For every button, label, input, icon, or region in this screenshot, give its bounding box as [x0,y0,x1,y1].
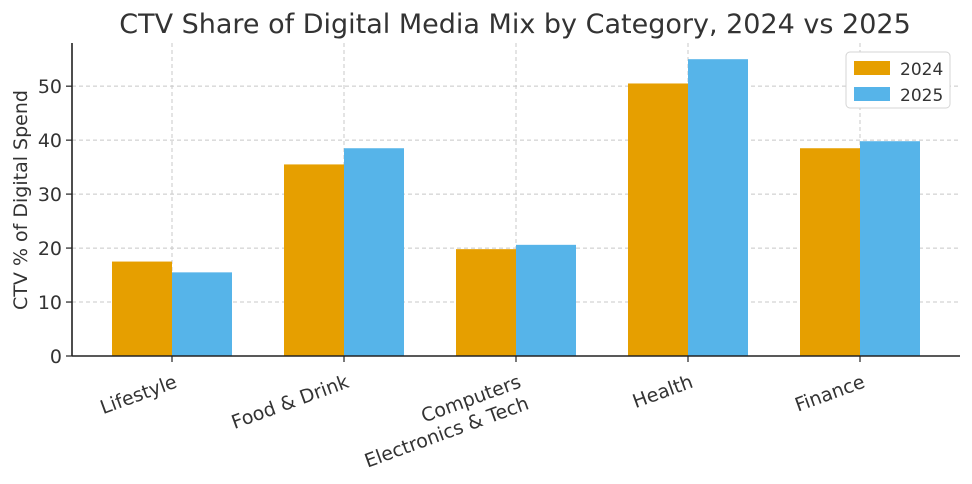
y-axis-label: CTV % of Digital Spend [10,90,32,310]
y-tick-label: 0 [50,346,62,368]
x-tick-label: Finance [792,371,868,417]
legend: 2024 2025 [845,51,951,109]
bar-2025-2 [516,244,576,356]
svg-text:Finance: Finance [792,371,868,417]
bar-2025-0 [172,272,232,356]
x-tick-label: Food & Drink [229,371,352,434]
legend-swatch [854,61,890,75]
bar-2024-3 [628,83,688,357]
bar-2024-1 [284,164,344,356]
bar-2025-4 [860,141,920,356]
legend-swatch [854,87,890,101]
svg-text:Food & Drink: Food & Drink [229,371,352,434]
x-tick-label: Health [630,371,696,413]
bar-2025-1 [344,148,404,356]
x-ticks: Lifestyle Food & Drink ComputersElectronic… [97,356,868,472]
bar-2024-4 [800,148,860,356]
svg-text:Health: Health [630,371,696,413]
legend-label: 2024 [900,60,943,80]
bar-2025-3 [688,59,748,356]
y-tick-label: 20 [38,238,62,260]
bar-2024-0 [112,261,172,356]
y-ticks: 0 10 20 30 40 50 [38,76,72,368]
x-tick-label: Lifestyle [97,371,180,419]
y-tick-label: 40 [38,130,62,152]
bars [112,59,920,357]
legend-label: 2025 [900,86,943,106]
y-tick-label: 50 [38,76,62,98]
bar-2024-2 [456,249,516,356]
y-tick-label: 30 [38,184,62,206]
y-tick-label: 10 [38,292,62,314]
svg-text:Lifestyle: Lifestyle [97,371,180,419]
chart-title: CTV Share of Digital Media Mix by Catego… [119,9,911,40]
